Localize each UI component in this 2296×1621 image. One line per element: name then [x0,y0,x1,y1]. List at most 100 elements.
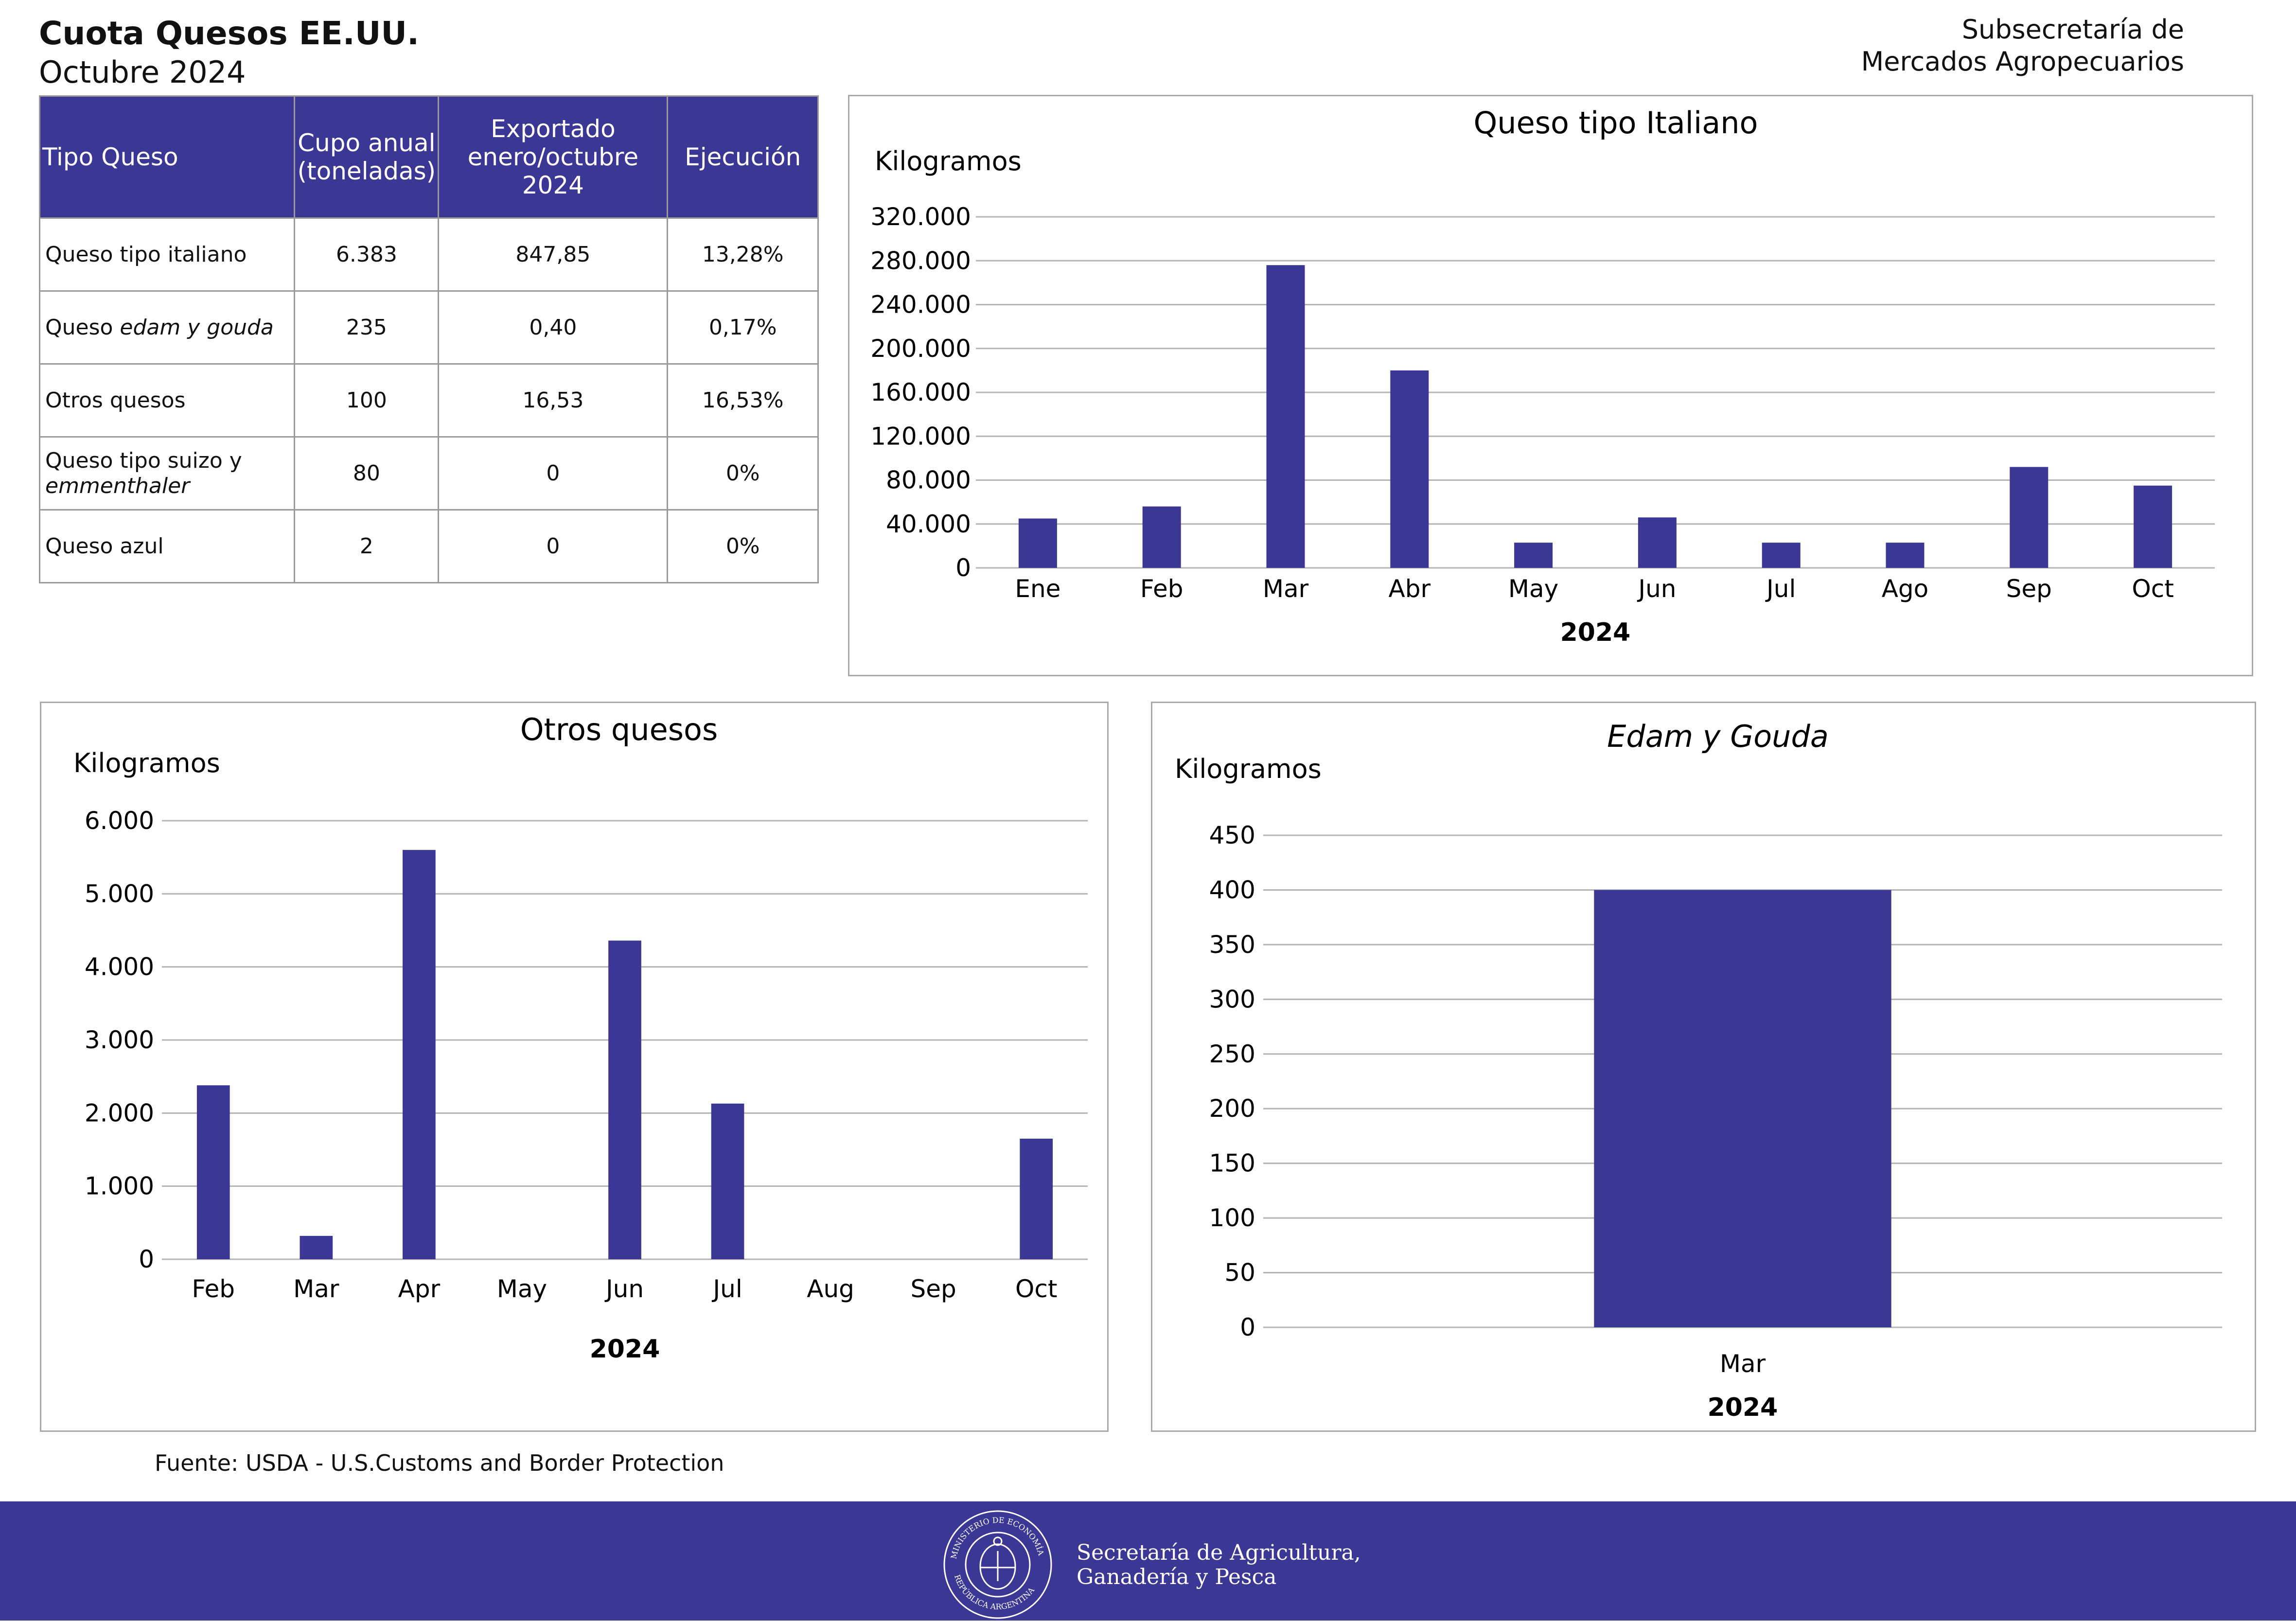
bar-mar [1594,890,1891,1327]
cell-exportado: 0 [438,509,669,583]
y-axis-unit-label: Kilogramos [875,146,1022,176]
x-tick-label: Feb [1140,575,1183,603]
x-tick-label: Ene [1015,575,1060,603]
y-tick-label: 250 [1209,1040,1255,1068]
y-tick-label: 3.000 [85,1026,154,1054]
y-tick-label: 2.000 [85,1099,154,1127]
quota-table: Tipo Queso Cupo anual (toneladas) Export… [38,95,819,583]
y-tick-label: 0 [955,554,971,582]
footer-secretaria-line-1: Secretaría de Agricultura, [1077,1540,1361,1565]
y-tick-label: 0 [139,1245,154,1273]
y-tick-label: 240.000 [870,291,971,319]
cell-tipo: Queso edam y gouda [38,290,296,365]
table-row: Queso tipo italiano 6.383 847,85 13,28% [38,217,819,292]
y-tick-label: 1.000 [85,1172,154,1200]
cell-cupo: 80 [294,436,440,511]
y-tick-label: 300 [1209,985,1255,1013]
cell-tipo: Queso azul [38,509,296,583]
cell-ejecucion: 16,53% [667,363,819,438]
x-tick-label: Sep [911,1275,956,1303]
y-tick-label: 160.000 [870,378,971,406]
x-tick-label: Aug [807,1275,854,1303]
chart-panel-edam-gouda: Edam y Gouda Kilogramos 0 50 100 150 200 250 300… [1151,702,2256,1432]
x-tick-label: Mar [293,1275,339,1303]
x-tick-label: Oct [2132,575,2173,603]
bar-feb [1142,506,1181,568]
page-subtitle: Octubre 2024 [39,54,246,90]
bar-mar [300,1235,333,1259]
chart-queso-italiano: Queso tipo Italiano Kilogramos 0 40.000 80.0… [870,105,2215,647]
table-row: Otros quesos 100 16,53 16,53% [38,363,819,438]
cell-ejecucion: 13,28% [667,217,819,292]
cell-exportado: 0,40 [438,290,669,365]
x-tick-label: Mar [1720,1350,1766,1378]
chart-edam-gouda: Edam y Gouda Kilogramos 0 50 100 150 200 250 300… [1175,719,2222,1422]
y-tick-label: 40.000 [886,510,971,538]
y-axis-unit-label: Kilogramos [1175,754,1322,784]
y-tick-label: 320.000 [870,203,971,231]
source-note: Fuente: USDA - U.S.Customs and Border Pr… [155,1450,724,1476]
x-tick-label: Abr [1389,575,1431,603]
bar-sep [2010,467,2049,568]
bar-ago [1886,543,1925,568]
chart-title: Edam y Gouda [1607,719,1829,754]
bar-ene [1018,518,1057,568]
y-tick-label: 450 [1209,821,1255,849]
chart-otros-quesos: Otros quesos Kilogramos 0 1.000 2.000 3.000 4.… [73,712,1088,1364]
y-tick-label: 200 [1209,1094,1255,1123]
x-tick-label: Jul [711,1275,742,1303]
bar-oct [1020,1138,1053,1259]
x-tick-label: Jun [604,1275,644,1303]
x-axis-label: 2024 [1560,618,1631,647]
cell-exportado: 16,53 [438,363,669,438]
chart-title: Queso tipo Italiano [1474,105,1758,141]
cell-cupo: 2 [294,509,440,583]
bar-jul [711,1103,744,1259]
column-header-cupo: Cupo anual (toneladas) [294,95,440,219]
ministry-seal-icon: MINISTERIO DE ECONOMÍA REPÚBLICA ARGENTI… [943,1510,1052,1619]
svg-text:REPÚBLICA ARGENTINA: REPÚBLICA ARGENTINA [953,1573,1036,1611]
table-row: Queso tipo suizo y emmenthaler 80 0 0% [38,436,819,511]
y-tick-label: 120.000 [870,422,971,450]
y-tick-label: 5.000 [85,880,154,908]
bar-oct [2134,485,2172,568]
x-axis-label: 2024 [590,1335,660,1364]
x-tick-label: Feb [192,1275,235,1303]
organization-line-2: Mercados Agropecuarios [1861,46,2184,77]
cell-exportado: 847,85 [438,217,669,292]
cell-ejecucion: 0% [667,436,819,511]
bar-jul [1762,543,1801,568]
y-tick-label: 280.000 [870,247,971,275]
footer-secretaria-line-2: Ganadería y Pesca [1077,1565,1277,1589]
cell-cupo: 6.383 [294,217,440,292]
cell-ejecucion: 0% [667,509,819,583]
cell-tipo: Otros quesos [38,363,296,438]
cell-exportado: 0 [438,436,669,511]
x-tick-label: May [1508,575,1558,603]
y-tick-label: 4.000 [85,953,154,981]
table-header-row: Tipo Queso Cupo anual (toneladas) Export… [38,95,819,219]
bar-may [1514,543,1553,568]
cell-cupo: 100 [294,363,440,438]
x-tick-label: Sep [2006,575,2052,603]
y-tick-label: 100 [1209,1204,1255,1232]
chart-panel-queso-italiano: Queso tipo Italiano Kilogramos 0 40.000 80.0… [848,95,2253,676]
y-tick-label: 400 [1209,876,1255,904]
y-tick-label: 50 [1224,1259,1255,1287]
page-title: Cuota Quesos EE.UU. [39,15,420,52]
x-tick-label: May [497,1275,547,1303]
table-row: Queso azul 2 0 0% [38,509,819,583]
column-header-exportado: Exportado enero/octubre 2024 [438,95,669,219]
x-tick-label: Jul [1765,575,1796,603]
bar-mar [1266,265,1305,568]
bar-jun [608,940,641,1259]
y-tick-label: 350 [1209,931,1255,959]
column-header-ejecucion: Ejecución [667,95,819,219]
chart-title: Otros quesos [520,712,718,747]
x-tick-label: Mar [1263,575,1309,603]
y-tick-label: 200.000 [870,335,971,363]
bar-apr [403,850,436,1259]
organization-line-1: Subsecretaría de [1961,14,2184,45]
organization-name: Subsecretaría de Mercados Agropecuarios [1861,14,2184,78]
chart-panel-otros-quesos: Otros quesos Kilogramos 0 1.000 2.000 3.000 4.… [40,702,1109,1432]
